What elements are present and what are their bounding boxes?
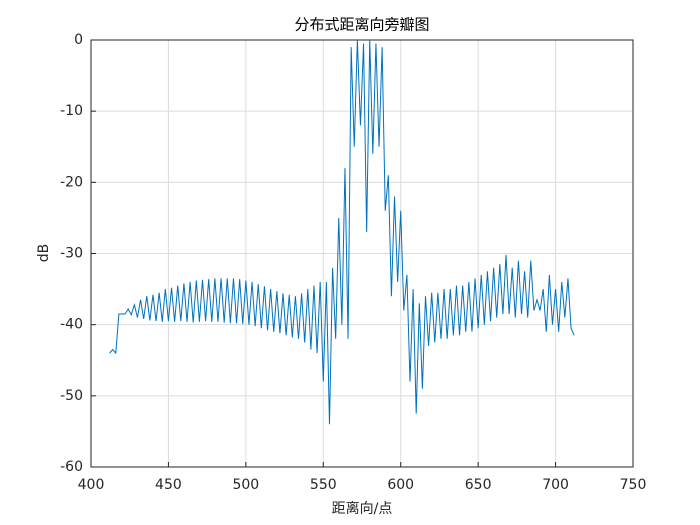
x-tick-label: 650 xyxy=(465,477,492,493)
x-tick-label: 450 xyxy=(155,477,182,493)
x-tick-label: 600 xyxy=(387,477,414,493)
y-tick-label: -50 xyxy=(60,388,83,404)
x-tick-label: 500 xyxy=(232,477,259,493)
x-tick-label: 700 xyxy=(542,477,569,493)
y-tick-label: -20 xyxy=(60,174,83,190)
y-axis-label: dB xyxy=(36,244,52,263)
y-tick-label: -30 xyxy=(60,246,83,262)
y-tick-label: -10 xyxy=(60,103,83,119)
chart-title: 分布式距离向旁瓣图 xyxy=(294,16,429,34)
x-tick-label: 400 xyxy=(78,477,105,493)
y-tick-label: -40 xyxy=(60,317,83,333)
y-tick-label: 0 xyxy=(74,32,83,48)
y-tick-label: -60 xyxy=(60,459,83,475)
x-tick-label: 550 xyxy=(310,477,337,493)
plot-frame xyxy=(90,39,634,468)
x-axis-label: 距离向/点 xyxy=(332,500,393,517)
line-series xyxy=(109,39,575,425)
x-tick-label: 750 xyxy=(620,477,647,493)
